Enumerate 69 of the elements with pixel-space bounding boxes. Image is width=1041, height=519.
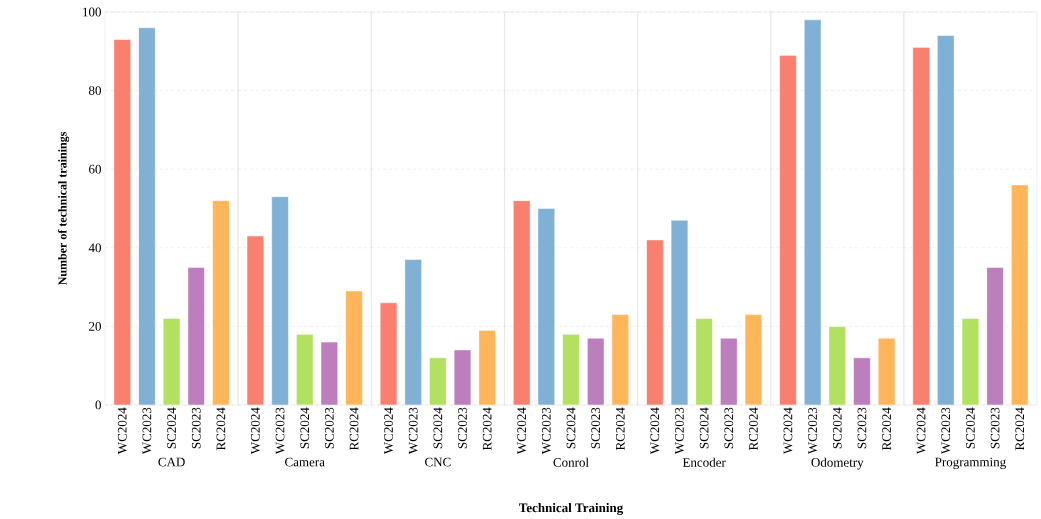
x-tick-label: SC2024	[966, 407, 975, 449]
x-tick-label: SC2024	[566, 407, 576, 449]
x-axis-title: Camera	[285, 457, 325, 467]
bar	[853, 357, 871, 405]
y-tick-label: 0	[95, 400, 101, 410]
x-tick-label: SC2024	[300, 407, 310, 449]
x-tick-label: SC2024	[433, 407, 443, 449]
x-tick-label: RC2024	[615, 407, 625, 451]
x-tick-label: SC2023	[724, 407, 734, 449]
x-tick-label: WC2023	[275, 407, 285, 455]
x-tick-label: WC2023	[541, 407, 551, 455]
bar	[345, 290, 363, 405]
y-tick-label: 20	[89, 322, 101, 331]
bar	[404, 259, 422, 405]
y-axis-title: Number of technical trainings	[58, 131, 70, 286]
x-tick-label: WC2024	[517, 407, 527, 455]
x-tick-label: WC2024	[251, 407, 260, 455]
x-tick-label: WC2023	[408, 407, 418, 455]
bar	[320, 341, 339, 405]
bar	[937, 35, 955, 405]
bar	[877, 337, 896, 405]
x-axis-title: CAD	[158, 457, 185, 467]
bar	[537, 208, 555, 405]
text: Technical Training	[519, 503, 624, 515]
bar	[113, 39, 131, 405]
x-axis-title: Conrol	[553, 457, 589, 467]
x-tick-label: SC2023	[857, 407, 867, 449]
x-tick-label: SC2024	[167, 407, 176, 449]
x-tick-label: WC2023	[142, 407, 152, 455]
bar	[271, 196, 289, 405]
x-tick-label: WC2024	[916, 407, 926, 455]
x-tick-label: RC2024	[1015, 407, 1025, 451]
x-tick-label: RC2024	[349, 407, 359, 451]
x-tick-label: SC2024	[832, 407, 842, 449]
x-axis-title: CNC	[425, 457, 451, 467]
x-tick-label: WC2023	[808, 407, 818, 455]
x-axis-title: Programming	[935, 457, 1006, 470]
x-tick-label: SC2023	[191, 407, 201, 449]
bar	[162, 318, 181, 405]
x-tick-label: WC2024	[384, 407, 393, 455]
y-tick-label: 100	[83, 7, 101, 17]
y-tick-label: 40	[88, 243, 101, 253]
x-tick-label: WC2023	[675, 407, 684, 455]
x-tick-label: SC2023	[990, 407, 1000, 449]
bar	[513, 200, 531, 405]
y-tick-label: 80	[88, 86, 101, 95]
bar	[670, 220, 689, 405]
x-tick-label: SC2023	[591, 407, 601, 449]
bar	[212, 200, 230, 405]
y-tick-label: 60	[89, 164, 101, 174]
x-tick-label: SC2023	[324, 407, 334, 449]
x-tick-label: WC2024	[783, 407, 793, 455]
x-tick-label: WC2024	[117, 407, 127, 455]
x-tick-label: RC2024	[482, 407, 492, 451]
x-tick-label: WC2023	[941, 407, 951, 455]
x-tick-label: WC2024	[650, 407, 660, 455]
x-tick-label: SC2023	[458, 407, 467, 449]
x-axis-title: Encoder	[682, 457, 726, 467]
bar	[453, 349, 472, 405]
x-axis-title: Odometry	[811, 457, 864, 470]
x-tick-label: SC2024	[699, 407, 709, 449]
x-tick-label: RC2024	[882, 407, 891, 451]
bar	[611, 314, 629, 405]
x-tick-label: RC2024	[749, 407, 758, 451]
bar	[720, 337, 738, 405]
bar	[379, 302, 398, 405]
x-tick-label: RC2024	[216, 407, 226, 451]
bar	[961, 318, 980, 405]
bar	[429, 357, 447, 405]
